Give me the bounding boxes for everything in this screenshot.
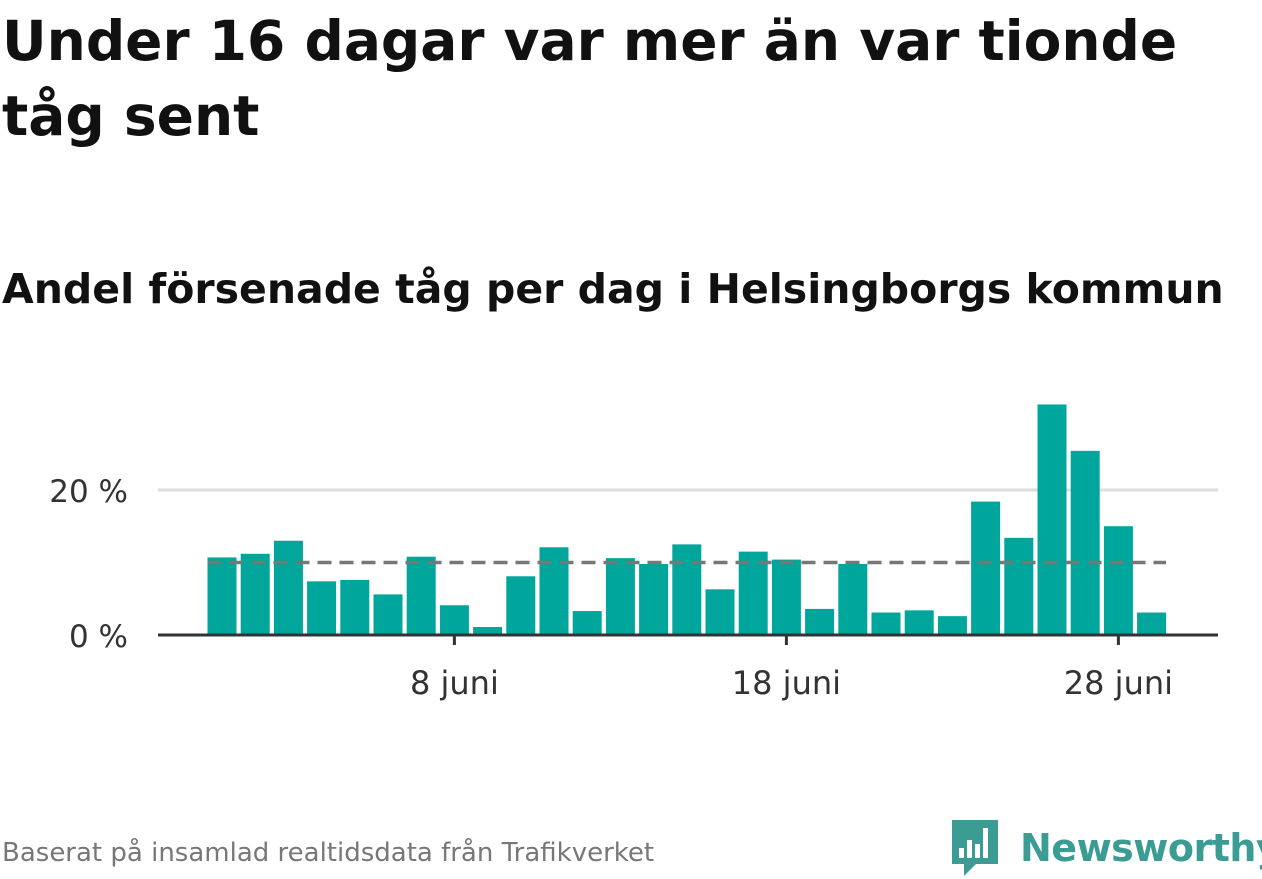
bar [1103,526,1133,635]
chart-title: Under 16 dagar var mer än var tionde tåg… [2,9,1178,148]
bars-layer [207,404,1167,635]
bar [639,563,669,635]
newsworthy-logo: Newsworthy [950,818,1262,878]
chart-subtitle: Andel försenade tåg per dag i Helsingbor… [2,265,1224,313]
bar [539,547,569,635]
bar [605,558,635,635]
newsworthy-logo-icon [952,820,998,876]
y-tick-label: 0 % [69,619,128,655]
bar [705,589,735,635]
bar [871,612,901,635]
source-note: Baserat på insamlad realtidsdata från Tr… [2,838,655,868]
bar [373,594,403,635]
bar [1137,612,1167,635]
bar [1004,537,1034,635]
bar [805,608,835,635]
bar [904,610,934,635]
bar [439,605,469,635]
bar [207,557,237,635]
bar [1037,404,1067,635]
bar [340,579,370,635]
x-tick-label: 28 juni [1064,664,1173,702]
bar [273,540,303,635]
bar [937,616,967,635]
bar [307,581,337,635]
bar [838,563,868,635]
bar [506,576,536,635]
axis-layer: 0 % 20 % 8 juni 18 juni 28 juni [49,474,1218,702]
x-tick-label: 8 juni [410,664,499,702]
bar [572,611,602,635]
bar-chart: 0 % 20 % 8 juni 18 juni 28 juni [49,404,1218,702]
bar [672,544,702,635]
brand-name: Newsworthy [1020,826,1262,870]
y-tick-label: 20 % [49,474,128,510]
x-tick-label: 18 juni [732,664,841,702]
bar [1070,450,1100,635]
bar [771,559,801,635]
bar [473,627,503,635]
bar [971,501,1001,635]
bar [406,556,436,635]
bar [240,553,270,635]
bar [738,551,768,635]
